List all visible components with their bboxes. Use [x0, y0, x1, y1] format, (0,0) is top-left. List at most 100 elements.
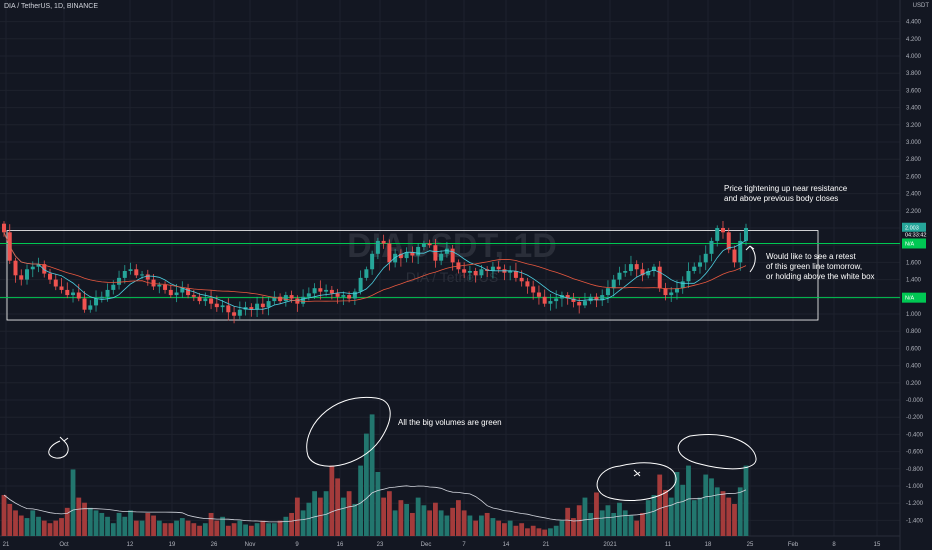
volume-bar	[24, 518, 30, 536]
candle-body	[341, 295, 346, 297]
volume-bar	[496, 520, 502, 536]
last-price-tag: 2.003	[905, 226, 919, 232]
candle-body	[490, 266, 495, 271]
volume-bar	[13, 510, 18, 536]
candle-body	[720, 228, 725, 233]
candle-body	[324, 289, 329, 292]
candle-body	[59, 286, 64, 290]
candle-body	[255, 303, 260, 310]
candle-body	[48, 273, 53, 280]
volume-bar	[191, 523, 197, 536]
candle-body	[312, 288, 317, 294]
volume-bar	[599, 510, 605, 536]
candle-body	[628, 264, 633, 271]
volume-bar	[479, 515, 484, 536]
candle-body	[674, 288, 679, 293]
candle-body	[209, 298, 214, 304]
candle-body	[99, 296, 104, 299]
candle-body	[462, 269, 467, 273]
candle-body	[559, 295, 564, 299]
arrow-retest	[745, 245, 756, 273]
volume-bar	[513, 525, 519, 536]
volume-bar	[133, 520, 139, 536]
candle-body	[301, 296, 306, 304]
volume-bar	[404, 504, 410, 536]
candle-body	[444, 248, 449, 254]
volume-bar	[237, 520, 243, 536]
volume-bar	[427, 510, 433, 536]
volume-bar	[421, 505, 427, 536]
volume-bar	[41, 520, 47, 536]
candle-body	[65, 289, 70, 296]
y-tick-label: 3.000	[906, 140, 922, 146]
volume-bar	[36, 516, 41, 536]
volume-bar	[260, 520, 266, 536]
candle-body	[548, 301, 553, 304]
volume-bar	[346, 491, 352, 536]
candle-body	[191, 295, 196, 297]
y-tick-label: 3.200	[906, 123, 922, 129]
candle-body	[214, 303, 219, 308]
volume-bar	[185, 520, 191, 536]
candle-body	[732, 249, 737, 263]
volume-bar	[174, 520, 179, 536]
candle-body	[42, 264, 47, 274]
volume-bar	[110, 523, 116, 536]
volume-bar	[220, 516, 225, 536]
y-tick-label: -0.200	[906, 415, 924, 421]
y-tick-label: 1.600	[906, 260, 922, 266]
support-tag-bg	[902, 292, 926, 303]
x-tick-label: 15	[874, 542, 881, 548]
candle-body	[398, 253, 403, 259]
volume-bar	[306, 502, 312, 536]
candle-body	[416, 246, 421, 256]
volume-bar	[559, 520, 565, 536]
x-tick-label: 21	[543, 542, 550, 548]
candle-body	[278, 296, 283, 302]
last-price-tag-bg	[902, 222, 926, 232]
volume-bar	[128, 510, 133, 536]
volume-bar	[64, 507, 70, 536]
volume-bar	[375, 472, 381, 536]
volume-bar	[116, 512, 122, 536]
volume-bar	[651, 495, 657, 536]
candle-body	[203, 298, 208, 302]
volume-bar	[294, 497, 300, 536]
y-tick-label: 2.400	[906, 192, 922, 198]
candle-body	[588, 296, 593, 302]
candle-body	[427, 243, 432, 246]
circle-sketch-oct	[48, 436, 69, 459]
volume-bar	[657, 474, 663, 536]
x-tick-label: Feb	[788, 542, 799, 548]
volume-bar	[363, 433, 369, 536]
volume-bar	[197, 525, 202, 536]
volume-bar	[588, 512, 594, 536]
y-tick-label: 3.400	[906, 106, 922, 112]
candle-body	[94, 298, 99, 306]
candle-body	[128, 269, 133, 271]
volume-bar	[663, 489, 668, 536]
volume-bar	[105, 516, 110, 536]
support-tag: N/A	[905, 296, 915, 302]
candle-body	[744, 228, 748, 241]
candle-body	[554, 298, 559, 302]
candle-body	[565, 295, 570, 299]
volume-bar	[231, 523, 237, 536]
volume-bar	[369, 414, 375, 536]
volume-bar	[70, 469, 76, 536]
volume-bar	[283, 516, 289, 536]
candle-body	[697, 262, 702, 267]
volume-bar	[640, 512, 645, 536]
volume-bar	[122, 516, 128, 536]
volume-bar	[622, 510, 628, 536]
y-tick-label: 4.200	[906, 37, 922, 43]
candle-body	[605, 288, 610, 296]
x-tick-label: 19	[169, 542, 176, 548]
volume-bar	[594, 492, 599, 536]
range-box	[6, 230, 819, 321]
volume-bar	[697, 497, 703, 536]
x-tick-label: Nov	[245, 542, 256, 548]
volume-bar	[225, 525, 231, 536]
